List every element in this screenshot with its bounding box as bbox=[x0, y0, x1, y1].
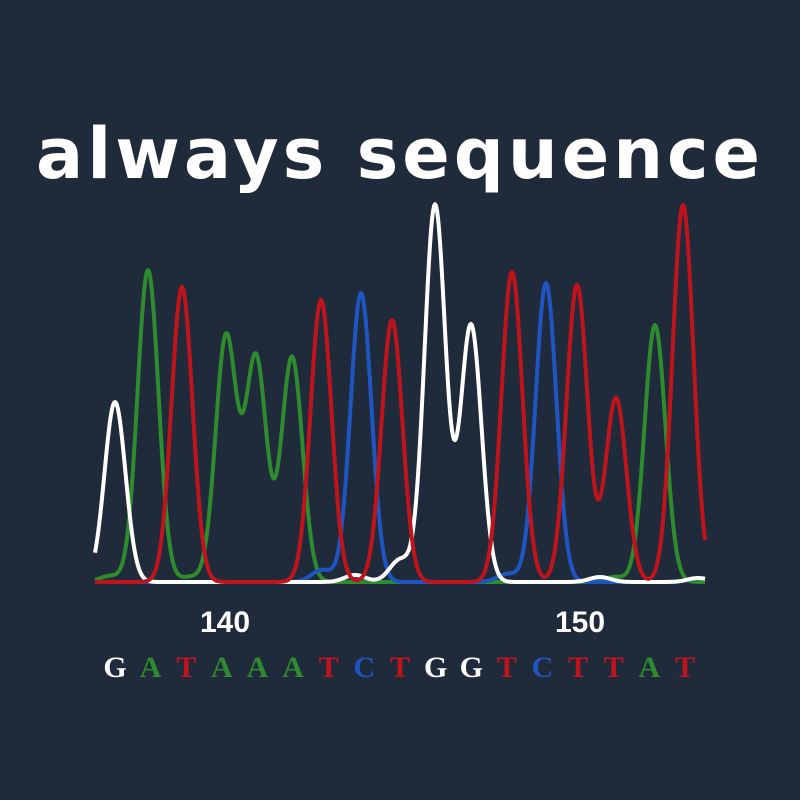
base-letter: A bbox=[247, 651, 269, 684]
base-letter: T bbox=[604, 651, 624, 684]
base-letter: T bbox=[497, 651, 517, 684]
base-letter: G bbox=[460, 651, 483, 684]
base-letter: T bbox=[390, 651, 410, 684]
base-letter: C bbox=[532, 651, 554, 684]
base-letter: T bbox=[176, 651, 196, 684]
base-letter: G bbox=[424, 651, 447, 684]
base-letter: T bbox=[568, 651, 588, 684]
title: always sequence bbox=[36, 113, 764, 195]
chromatogram bbox=[93, 202, 707, 584]
base-letter: A bbox=[211, 651, 233, 684]
base-letter: A bbox=[282, 651, 304, 684]
base-letter: A bbox=[140, 651, 162, 684]
base-letter: T bbox=[675, 651, 695, 684]
base-letter: A bbox=[639, 651, 661, 684]
trace bbox=[94, 203, 707, 584]
base-letter: G bbox=[103, 651, 126, 684]
position-label: 150 bbox=[555, 606, 605, 639]
trace bbox=[93, 202, 706, 584]
position-label: 140 bbox=[200, 606, 250, 639]
base-letter: C bbox=[354, 651, 376, 684]
base-letter: T bbox=[319, 651, 339, 684]
